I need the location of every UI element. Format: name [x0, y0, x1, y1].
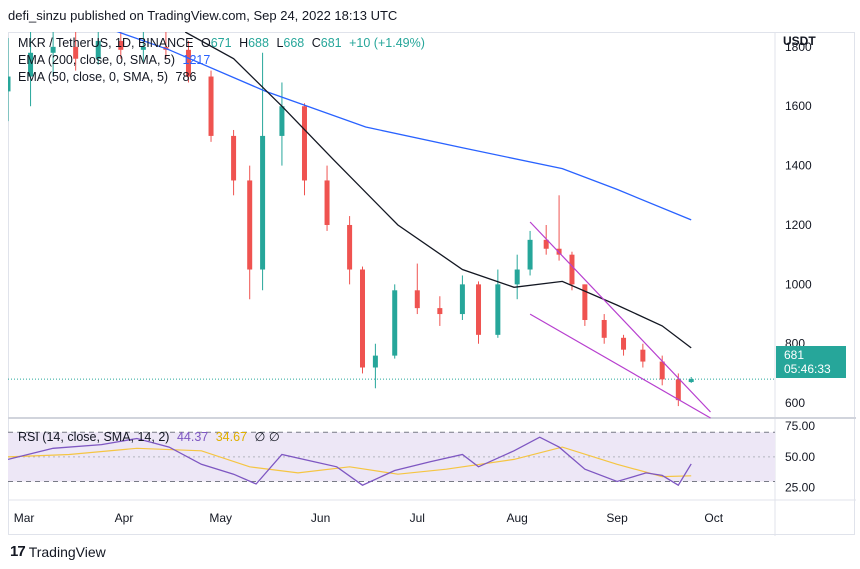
- brand-name: TradingView: [28, 543, 106, 560]
- ohlc-change: +10 (+1.49%): [349, 36, 425, 50]
- last-price-tag: 681 05:46:33: [776, 346, 846, 378]
- time-axis-label: Oct: [704, 511, 723, 525]
- candle-body: [95, 40, 101, 59]
- candle-body: [527, 239, 533, 270]
- rsi-value: 44.37: [176, 430, 209, 444]
- legend-rsi-row: RSI (14, close, SMA, 14, 2) 44.37 34.67 …: [18, 429, 284, 444]
- ema50-line: [184, 32, 692, 349]
- ema50-value: 786: [175, 70, 197, 84]
- currency-label: USDT: [783, 34, 816, 48]
- chart-canvas[interactable]: 1800160014001200100080060075.0050.0025.0…: [8, 32, 856, 536]
- candle-body: [601, 319, 607, 338]
- legend-symbol-row: MKR / TetherUS, 1D, BINANCE O671 H688 L6…: [18, 36, 429, 50]
- candle-body: [140, 46, 146, 50]
- candle-body: [73, 46, 79, 59]
- rsi-ma-value: 34.67: [215, 430, 247, 444]
- candle-body: [8, 76, 11, 92]
- time-axis-label: Jul: [410, 511, 425, 525]
- candle-body: [324, 180, 330, 225]
- candle-body: [495, 284, 501, 335]
- candle-body: [260, 135, 266, 270]
- price-tick-label: 1800: [785, 40, 812, 54]
- candle-body: [185, 49, 191, 77]
- price-tick-label: 1200: [785, 218, 812, 232]
- ema200-label[interactable]: EMA (200, close, 0, SMA, 5): [18, 53, 176, 67]
- ema200-value: 1217: [182, 53, 211, 67]
- ohlc-open: 671: [210, 36, 232, 50]
- candle-body: [301, 106, 307, 181]
- ema200-line: [116, 32, 692, 221]
- ohlc-high: 688: [248, 36, 269, 50]
- time-axis-label: Sep: [606, 511, 628, 525]
- candle-body: [459, 284, 465, 315]
- rsi-ma-line: [8, 446, 692, 478]
- candle-body: [675, 379, 681, 401]
- candle-body: [569, 254, 575, 285]
- price-tick-label: 1600: [785, 99, 812, 113]
- time-axis-label: Aug: [507, 511, 528, 525]
- candle-body: [582, 284, 588, 320]
- price-tick-label: 1000: [785, 277, 812, 291]
- legend-ema50-row: EMA (50, close, 0, SMA, 5) 786: [18, 70, 200, 84]
- tradingview-logo-icon: 17: [10, 543, 26, 560]
- ohlc-close: 681: [320, 36, 342, 50]
- rsi-tick-label: 25.00: [785, 481, 815, 495]
- candle-body: [543, 239, 549, 249]
- price-tick-label: 600: [785, 396, 805, 410]
- ohlc-low: 668: [283, 36, 305, 50]
- bar-countdown: 05:46:33: [784, 362, 831, 376]
- ohlc-close-label: C: [311, 36, 321, 50]
- time-axis-label: Apr: [115, 511, 134, 525]
- time-axis-label: May: [209, 511, 232, 525]
- candle-body: [279, 106, 285, 136]
- chart-frame: [8, 32, 855, 535]
- ohlc-open-label: O: [201, 36, 211, 50]
- candle-body: [640, 349, 646, 362]
- candle-body: [476, 284, 482, 335]
- wedge-upper-trendline: [529, 221, 711, 413]
- rsi-extra: ∅ ∅: [254, 430, 280, 444]
- candle-body: [372, 355, 378, 368]
- legend-ema200-row: EMA (200, close, 0, SMA, 5) 1217: [18, 53, 214, 67]
- candle-body: [118, 40, 124, 50]
- candle-body: [28, 52, 34, 77]
- candle-body: [621, 337, 627, 350]
- candle-body: [347, 224, 353, 270]
- candle-body: [659, 361, 665, 380]
- candle-body: [208, 76, 214, 136]
- time-axis-label: Mar: [14, 511, 35, 525]
- rsi-line: [8, 436, 692, 487]
- symbol-label[interactable]: MKR / TetherUS, 1D, BINANCE: [18, 36, 194, 50]
- rsi-tick-label: 50.00: [785, 450, 815, 464]
- candle-body: [247, 180, 253, 270]
- candle-body: [688, 379, 694, 383]
- ohlc-high-label: H: [239, 36, 249, 50]
- ohlc-low-label: L: [276, 36, 284, 50]
- candle-body: [437, 308, 443, 315]
- candle-body: [50, 46, 56, 53]
- candle-body: [414, 290, 420, 309]
- footer-brand[interactable]: 17 TradingView: [10, 543, 106, 560]
- time-axis-label: Jun: [311, 511, 330, 525]
- publish-info: defi_sinzu published on TradingView.com,…: [8, 8, 398, 23]
- ema50-label[interactable]: EMA (50, close, 0, SMA, 5): [18, 70, 169, 84]
- last-price: 681: [784, 348, 805, 362]
- candle-body: [359, 269, 365, 368]
- candle-body: [514, 269, 520, 285]
- wedge-lower-trendline: [529, 313, 711, 419]
- candle-body: [392, 290, 398, 356]
- rsi-label[interactable]: RSI (14, close, SMA, 14, 2): [18, 430, 170, 444]
- price-tick-label: 1400: [785, 159, 812, 173]
- candle-body: [231, 135, 237, 181]
- rsi-tick-label: 75.00: [785, 419, 815, 433]
